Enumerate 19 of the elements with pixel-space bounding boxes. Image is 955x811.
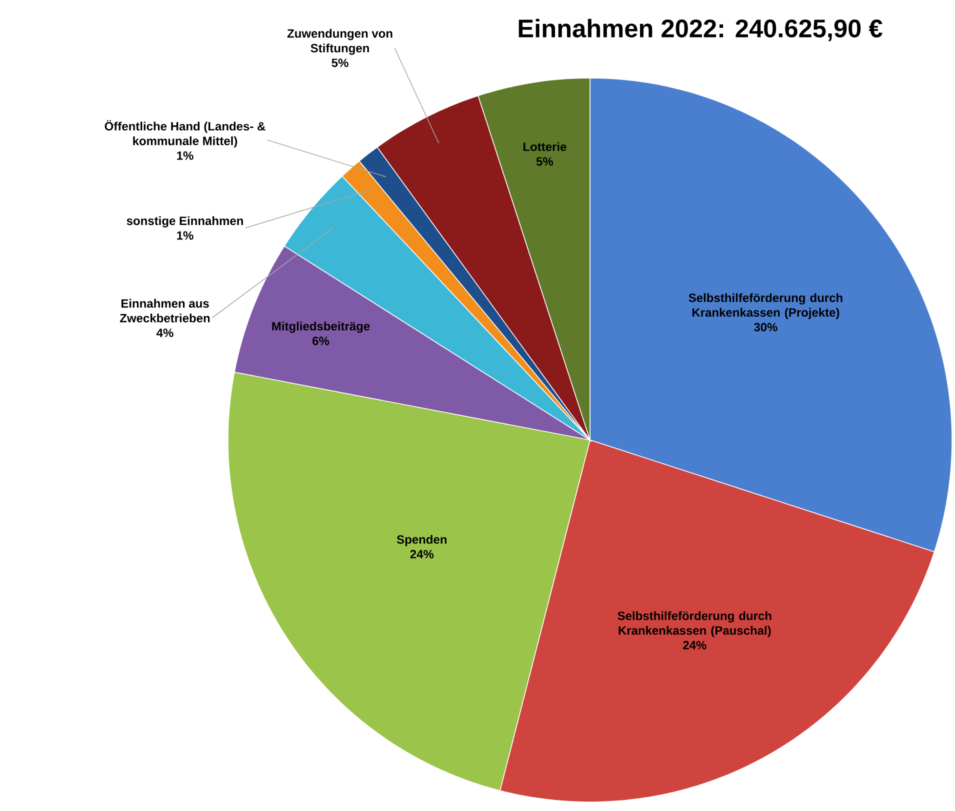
slice-label: Spenden	[396, 534, 446, 546]
slice-label: Öffentliche Hand (Landes- & kommunale Mittel)	[104, 120, 266, 148]
data-label: 5%	[536, 157, 554, 166]
data-label: 24%	[683, 640, 706, 650]
data-label: 24%	[410, 550, 434, 558]
slice-label: Lotterie	[524, 142, 566, 152]
data-label: 6%	[312, 336, 330, 346]
slice-label: Selbsthilfeförderung durch Krankenkassen (Pauschal)	[618, 611, 772, 638]
slice-label: Zuwendungen von Stiftungen	[287, 28, 392, 55]
slice-label: Selbsthilfeförderung durch Krankenkassen (Projekte)	[688, 293, 842, 320]
slice-label: Einnahmen aus Zweckbetrieben	[120, 298, 210, 322]
slice-label: Mitgliedsbeiträge	[272, 322, 370, 333]
data-label: 4%	[156, 328, 174, 338]
chart-title: Einnahmen 2022: 240.625,90 €	[518, 18, 882, 42]
data-label: 30%	[754, 322, 778, 332]
data-label: 1%	[177, 231, 194, 240]
data-label: 5%	[332, 58, 348, 68]
data-label: 1%	[177, 151, 194, 160]
slice-label: sonstige Einnahmen	[126, 216, 243, 228]
